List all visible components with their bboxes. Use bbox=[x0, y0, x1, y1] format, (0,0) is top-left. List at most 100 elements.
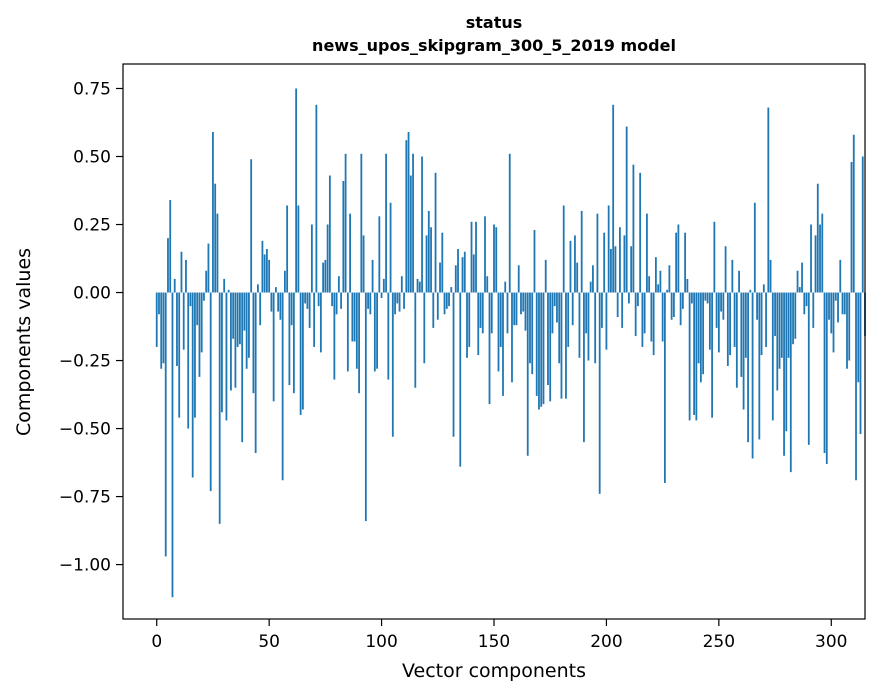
bar-component-278 bbox=[780, 292, 783, 358]
bar-component-57 bbox=[283, 270, 286, 293]
bar-component-306 bbox=[843, 292, 846, 315]
bar-component-299 bbox=[828, 292, 830, 320]
bar-component-120 bbox=[425, 235, 428, 293]
bar-component-146 bbox=[484, 216, 486, 293]
bar-component-255 bbox=[729, 292, 731, 356]
bar-component-41 bbox=[248, 292, 250, 358]
bar-component-184 bbox=[569, 240, 572, 293]
bar-component-256 bbox=[731, 259, 734, 293]
bar-component-230 bbox=[672, 292, 675, 318]
x-axis-label: Vector components bbox=[402, 660, 586, 682]
bar-component-125 bbox=[436, 292, 439, 320]
bar-component-156 bbox=[506, 292, 509, 334]
bar-component-260 bbox=[740, 292, 743, 377]
bar-component-105 bbox=[391, 292, 394, 437]
bar-component-22 bbox=[205, 270, 208, 293]
bar-component-63 bbox=[297, 205, 300, 293]
bar-component-219 bbox=[648, 276, 651, 293]
bar-component-103 bbox=[387, 292, 390, 380]
bar-component-303 bbox=[837, 292, 839, 323]
bar-component-67 bbox=[306, 292, 309, 309]
bar-component-91 bbox=[360, 153, 363, 293]
bar-component-148 bbox=[488, 292, 491, 405]
bar-component-165 bbox=[526, 292, 529, 456]
bar-component-172 bbox=[542, 292, 545, 405]
bar-component-144 bbox=[479, 292, 482, 328]
bar-component-158 bbox=[511, 292, 513, 383]
bar-component-253 bbox=[724, 246, 727, 293]
bar-component-238 bbox=[690, 292, 693, 304]
bar-component-95 bbox=[369, 292, 372, 315]
bar-component-290 bbox=[807, 292, 810, 445]
bar-component-285 bbox=[796, 270, 799, 293]
y-tick-label: 0.50 bbox=[73, 148, 111, 168]
bar-component-147 bbox=[486, 276, 489, 293]
bar-component-19 bbox=[198, 292, 201, 377]
bar-component-252 bbox=[722, 292, 725, 320]
x-tick-label: 100 bbox=[365, 632, 397, 652]
bar-component-312 bbox=[857, 292, 860, 383]
bar-component-244 bbox=[704, 292, 707, 301]
bar-component-300 bbox=[830, 292, 833, 334]
bar-component-241 bbox=[697, 292, 700, 364]
bar-component-178 bbox=[556, 292, 558, 323]
bar-component-18 bbox=[196, 292, 199, 326]
bar-component-188 bbox=[578, 292, 581, 358]
bar-component-151 bbox=[495, 227, 498, 293]
x-tick-label: 150 bbox=[478, 632, 510, 652]
bar-component-153 bbox=[499, 292, 502, 347]
x-tick-label: 200 bbox=[590, 632, 622, 652]
bar-component-293 bbox=[814, 235, 817, 293]
bar-component-32 bbox=[227, 289, 230, 293]
bar-component-102 bbox=[385, 153, 387, 293]
bar-component-37 bbox=[239, 292, 241, 345]
bar-component-100 bbox=[380, 292, 383, 298]
bar-component-86 bbox=[349, 213, 351, 293]
bar-component-5 bbox=[167, 238, 169, 293]
bar-component-78 bbox=[331, 292, 334, 307]
bar-component-266 bbox=[753, 202, 756, 293]
bar-component-233 bbox=[679, 292, 682, 326]
bar-component-64 bbox=[299, 292, 302, 415]
bar-component-23 bbox=[207, 243, 210, 293]
bar-component-205 bbox=[616, 292, 619, 318]
bar-component-276 bbox=[776, 292, 779, 391]
bar-component-10 bbox=[178, 292, 181, 418]
bar-component-169 bbox=[535, 292, 538, 396]
bar-component-80 bbox=[335, 292, 338, 315]
bar-component-77 bbox=[328, 175, 331, 293]
bar-component-310 bbox=[852, 134, 855, 293]
bar-component-215 bbox=[639, 172, 642, 293]
bar-component-79 bbox=[333, 292, 336, 380]
bar-component-52 bbox=[272, 292, 275, 402]
bar-component-84 bbox=[344, 153, 347, 293]
bar-component-209 bbox=[625, 126, 628, 293]
bar-component-116 bbox=[416, 278, 419, 293]
bar-component-239 bbox=[693, 292, 696, 415]
bar-component-212 bbox=[632, 164, 635, 293]
bar-component-7 bbox=[171, 292, 174, 598]
bar-component-21 bbox=[203, 292, 205, 301]
bar-component-81 bbox=[337, 276, 340, 293]
bar-component-54 bbox=[277, 292, 280, 312]
bar-component-49 bbox=[266, 249, 268, 293]
bar-component-40 bbox=[245, 292, 248, 369]
bar-component-106 bbox=[394, 292, 396, 315]
bar-component-271 bbox=[765, 292, 767, 347]
bar-component-128 bbox=[443, 292, 446, 315]
bar-component-207 bbox=[621, 292, 624, 328]
bar-component-229 bbox=[670, 292, 673, 320]
bar-component-214 bbox=[637, 292, 639, 307]
bar-component-82 bbox=[340, 292, 342, 309]
bar-component-140 bbox=[470, 221, 473, 293]
bar-component-213 bbox=[634, 292, 637, 337]
bar-component-224 bbox=[659, 270, 662, 293]
bar-component-159 bbox=[513, 292, 516, 326]
bar-component-155 bbox=[504, 281, 507, 293]
bar-component-126 bbox=[439, 262, 441, 293]
bar-component-119 bbox=[423, 292, 426, 364]
bar-component-265 bbox=[751, 292, 754, 459]
bar-component-309 bbox=[850, 161, 853, 293]
bar-component-305 bbox=[841, 292, 844, 315]
bar-component-87 bbox=[351, 292, 354, 342]
